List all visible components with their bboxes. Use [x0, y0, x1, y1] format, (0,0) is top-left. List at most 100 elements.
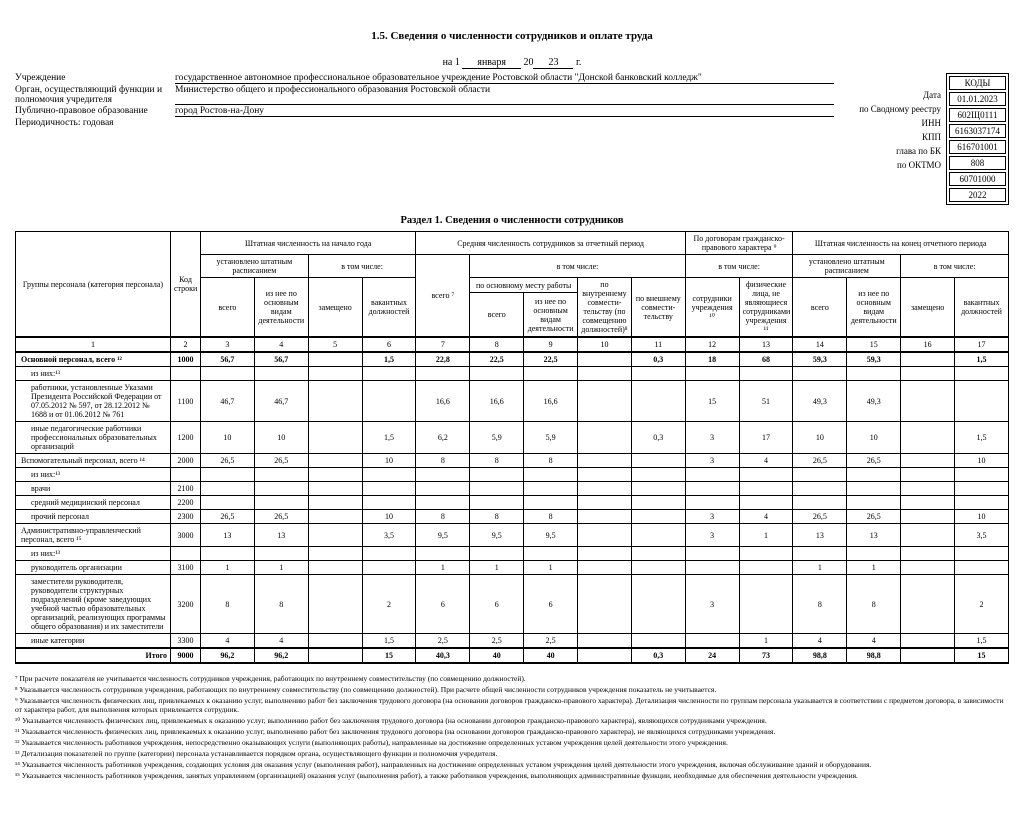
cell [308, 648, 362, 663]
cell: 59,3 [847, 352, 901, 367]
cell [955, 547, 1009, 561]
code-label: ИНН [856, 117, 944, 129]
row-label: прочий персонал [16, 510, 171, 524]
footnote: ¹⁴ Указывается численность работников уч… [15, 760, 1009, 769]
date-suffix: г. [576, 57, 581, 68]
cell [578, 634, 632, 649]
cell [362, 468, 416, 482]
cell [254, 547, 308, 561]
cell: 15 [362, 648, 416, 663]
cell [308, 496, 362, 510]
cell: 1 [793, 561, 847, 575]
cell: 26,5 [847, 510, 901, 524]
code-value: 808 [949, 156, 1006, 170]
cell [685, 547, 739, 561]
row-code: 2100 [171, 482, 201, 496]
cell [254, 468, 308, 482]
cell [847, 496, 901, 510]
row-label: Итого [16, 648, 171, 663]
cell [793, 496, 847, 510]
section-1-title: Раздел 1. Сведения о численности сотрудн… [15, 215, 1009, 226]
cell [901, 454, 955, 468]
cell [631, 367, 685, 381]
cell: 4 [201, 634, 255, 649]
cell: 8 [793, 575, 847, 634]
header-label: Орган, осуществляющий функции и полномоч… [15, 85, 175, 105]
cell [308, 422, 362, 454]
code-value: 6163037174 [949, 124, 1006, 138]
cell [901, 648, 955, 663]
cell: 46,7 [201, 381, 255, 422]
cell [362, 547, 416, 561]
cell: 10 [201, 422, 255, 454]
cell [901, 468, 955, 482]
cell: 2 [362, 575, 416, 634]
row-code [171, 468, 201, 482]
cell [416, 496, 470, 510]
code-label [856, 173, 944, 175]
cell [793, 547, 847, 561]
cell [308, 454, 362, 468]
cell: 10 [254, 422, 308, 454]
cell: 26,5 [254, 454, 308, 468]
cell: 4 [254, 634, 308, 649]
footnote: ⁹ Указывается численность физических лиц… [15, 696, 1009, 714]
cell: 0,3 [631, 648, 685, 663]
header-left: Учреждениегосударственное автономное про… [15, 73, 854, 129]
cell [362, 496, 416, 510]
cell: 6 [416, 575, 470, 634]
cell [362, 482, 416, 496]
cell [201, 496, 255, 510]
code-label: по ОКТМО [856, 159, 944, 171]
cell [416, 482, 470, 496]
cell [416, 367, 470, 381]
cell [847, 482, 901, 496]
cell [901, 352, 955, 367]
cell: 10 [362, 454, 416, 468]
cell [308, 482, 362, 496]
cell: 40 [470, 648, 524, 663]
cell [631, 547, 685, 561]
cell [524, 468, 578, 482]
cell [470, 482, 524, 496]
cell [901, 561, 955, 575]
cell [955, 381, 1009, 422]
cell [308, 634, 362, 649]
cell [631, 524, 685, 547]
cell [470, 367, 524, 381]
row-code: 2000 [171, 454, 201, 468]
cell [308, 468, 362, 482]
cell: 5,9 [470, 422, 524, 454]
cell [470, 468, 524, 482]
cell [739, 496, 793, 510]
cell: 26,5 [793, 510, 847, 524]
cell [524, 496, 578, 510]
cell: 98,8 [793, 648, 847, 663]
cell: 3 [685, 454, 739, 468]
cell: 15 [685, 381, 739, 422]
cell [578, 496, 632, 510]
cell [578, 547, 632, 561]
code-value: 2022 [949, 188, 1006, 202]
cell [416, 547, 470, 561]
cell: 2,5 [524, 634, 578, 649]
cell: 1 [201, 561, 255, 575]
cell: 4 [739, 510, 793, 524]
cell: 10 [955, 454, 1009, 468]
cell: 9,5 [416, 524, 470, 547]
code-label: КПП [856, 131, 944, 143]
cell [631, 454, 685, 468]
code-value: 602Щ0111 [949, 108, 1006, 122]
cell [955, 561, 1009, 575]
cell: 2,5 [470, 634, 524, 649]
cell: 1 [524, 561, 578, 575]
date-year: 23 [533, 57, 573, 69]
row-code: 3000 [171, 524, 201, 547]
cell: 15 [955, 648, 1009, 663]
cell: 96,2 [254, 648, 308, 663]
cell [901, 482, 955, 496]
cell: 51 [739, 381, 793, 422]
cell [631, 496, 685, 510]
cell: 10 [847, 422, 901, 454]
row-label: из них:¹³ [16, 547, 171, 561]
